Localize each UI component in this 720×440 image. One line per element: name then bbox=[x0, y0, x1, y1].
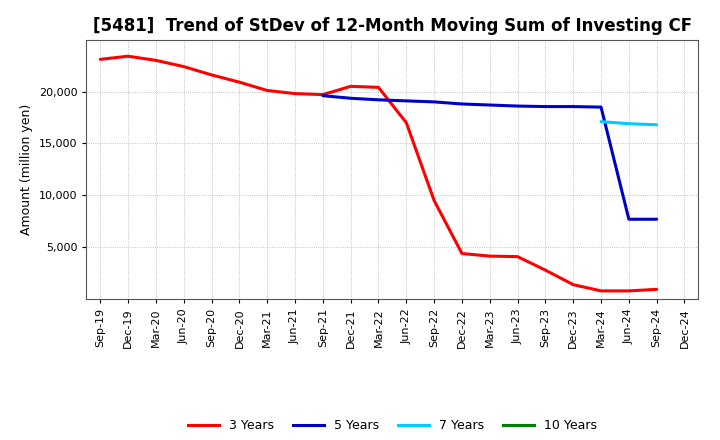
5 Years bbox=[402, 98, 410, 103]
Legend: 3 Years, 5 Years, 7 Years, 10 Years: 3 Years, 5 Years, 7 Years, 10 Years bbox=[183, 414, 602, 437]
3 Years bbox=[235, 80, 243, 85]
3 Years bbox=[179, 64, 188, 69]
5 Years bbox=[541, 104, 550, 109]
7 Years bbox=[624, 121, 633, 126]
5 Years bbox=[346, 95, 355, 101]
3 Years bbox=[513, 254, 522, 259]
7 Years bbox=[652, 122, 661, 128]
3 Years bbox=[458, 251, 467, 256]
3 Years bbox=[652, 287, 661, 292]
3 Years bbox=[597, 288, 606, 293]
Title: [5481]  Trend of StDev of 12-Month Moving Sum of Investing CF: [5481] Trend of StDev of 12-Month Moving… bbox=[93, 17, 692, 35]
Line: 3 Years: 3 Years bbox=[100, 56, 657, 291]
3 Years bbox=[124, 54, 132, 59]
3 Years bbox=[152, 58, 161, 63]
3 Years bbox=[402, 120, 410, 125]
3 Years bbox=[624, 288, 633, 293]
3 Years bbox=[318, 92, 327, 97]
5 Years bbox=[374, 97, 383, 103]
3 Years bbox=[374, 85, 383, 90]
Line: 7 Years: 7 Years bbox=[601, 121, 657, 125]
Y-axis label: Amount (million yen): Amount (million yen) bbox=[20, 104, 33, 235]
3 Years bbox=[207, 72, 216, 77]
5 Years bbox=[652, 216, 661, 222]
5 Years bbox=[624, 216, 633, 222]
5 Years bbox=[458, 101, 467, 106]
5 Years bbox=[513, 103, 522, 109]
Line: 5 Years: 5 Years bbox=[323, 95, 657, 219]
5 Years bbox=[597, 104, 606, 110]
5 Years bbox=[430, 99, 438, 105]
3 Years bbox=[263, 88, 271, 93]
3 Years bbox=[430, 198, 438, 203]
3 Years bbox=[96, 57, 104, 62]
3 Years bbox=[569, 282, 577, 287]
3 Years bbox=[346, 84, 355, 89]
3 Years bbox=[541, 268, 550, 273]
3 Years bbox=[485, 253, 494, 259]
7 Years bbox=[597, 119, 606, 124]
3 Years bbox=[291, 91, 300, 96]
5 Years bbox=[485, 103, 494, 108]
5 Years bbox=[318, 93, 327, 98]
5 Years bbox=[569, 104, 577, 109]
